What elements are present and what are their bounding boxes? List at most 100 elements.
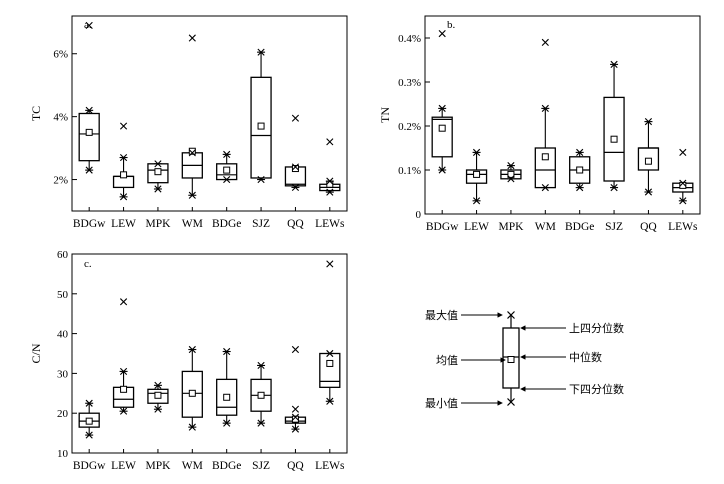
min-marker <box>188 423 196 431</box>
min-marker <box>679 197 687 205</box>
max-marker <box>154 381 162 389</box>
outlier-marker <box>438 30 446 38</box>
legend-key: 最大值 均值 最小值 上四分位数 中位数 下四分位数 <box>425 308 624 410</box>
outlier-marker <box>291 345 300 354</box>
x-tick-label: BDGw <box>73 460 106 472</box>
outlier-marker <box>119 122 128 130</box>
x-tick-label: MPK <box>145 218 171 230</box>
y-tick-label: 0.4% <box>398 33 421 45</box>
mean-marker <box>326 359 334 367</box>
legend-median-label: 中位数 <box>569 350 602 364</box>
min-marker <box>472 197 481 205</box>
y-tick-label: 0 <box>416 209 422 221</box>
outlier-marker <box>119 298 128 306</box>
y-axis-title: TN <box>378 107 392 123</box>
y-tick-label: 30 <box>57 368 69 380</box>
max-marker <box>291 413 300 421</box>
max-marker <box>223 347 231 356</box>
mean-marker <box>291 165 299 173</box>
legend-min-label: 最小值 <box>425 397 458 410</box>
legend-mean-label: 均值 <box>436 354 458 367</box>
max-marker <box>85 399 93 407</box>
x-tick-label: LEWs <box>315 460 345 472</box>
iqr-box <box>78 112 100 162</box>
x-tick-label: BDGw <box>73 218 106 230</box>
min-marker <box>291 425 300 433</box>
min-marker <box>576 184 584 192</box>
y-tick-label: 2% <box>53 175 68 187</box>
x-tick-label: SJZ <box>252 218 270 230</box>
max-marker <box>326 349 334 358</box>
panel-label: c. <box>84 258 92 270</box>
x-tick-label: LEWs <box>668 221 698 233</box>
outlier-marker <box>326 260 334 268</box>
outlier-marker <box>291 405 300 413</box>
min-marker <box>507 175 515 183</box>
min-marker <box>223 419 231 427</box>
outlier-marker <box>188 34 196 42</box>
x-tick-label: WM <box>182 460 203 472</box>
min-marker <box>610 184 618 192</box>
outlier-marker <box>326 138 334 146</box>
y-tick-label: 0.3% <box>398 77 421 89</box>
mean-marker <box>257 391 265 399</box>
max-marker <box>119 367 128 375</box>
mean-marker <box>644 157 652 165</box>
x-tick-label: BDGe <box>212 218 241 230</box>
max-marker <box>507 162 515 170</box>
mean-marker <box>188 147 196 155</box>
mean-marker <box>679 181 687 189</box>
y-axis-title: C/N <box>29 343 43 363</box>
min-marker <box>291 183 300 191</box>
min-marker <box>119 407 128 415</box>
max-marker <box>472 148 481 156</box>
iqr-box <box>431 116 453 158</box>
min-marker <box>85 431 93 439</box>
min-marker <box>154 405 162 413</box>
y-tick-label: 0.1% <box>398 165 421 177</box>
mean-marker <box>188 389 196 397</box>
x-tick-label: LEWs <box>315 218 345 230</box>
panel-c-cn: 10 20 30 40 50 60 C/N c. BDGw LEW MPK WM BDGe SJZ QQ LE… <box>29 249 348 472</box>
min-marker <box>154 185 162 193</box>
x-tick-label: SJZ <box>605 221 623 233</box>
mean-marker <box>541 153 549 161</box>
y-tick-label: 10 <box>57 448 69 460</box>
outlier-marker <box>679 148 687 156</box>
min-marker <box>119 193 128 201</box>
x-tick-label: WM <box>182 218 203 230</box>
min-marker <box>438 166 446 174</box>
max-marker <box>257 48 265 56</box>
y-tick-label: 50 <box>57 289 69 301</box>
x-tick-label: MPK <box>498 221 524 233</box>
max-marker <box>438 104 446 112</box>
max-marker <box>326 177 334 185</box>
max-marker <box>119 153 128 162</box>
mean-marker <box>291 415 299 423</box>
min-marker <box>223 175 231 184</box>
min-marker <box>188 191 196 199</box>
x-tick-label: MPK <box>145 460 171 472</box>
x-tick-label: QQ <box>287 460 304 472</box>
min-marker <box>326 397 334 405</box>
panel-label: b. <box>447 19 456 31</box>
mean-marker <box>85 128 93 136</box>
x-tick-label: BDGe <box>212 460 241 472</box>
y-tick-label: 4% <box>53 112 68 124</box>
legend-max-marker <box>507 311 515 319</box>
legend-min-marker <box>507 398 515 406</box>
mean-marker <box>223 166 231 174</box>
legend-upper-quartile-label: 上四分位数 <box>569 321 624 335</box>
min-marker <box>257 175 265 184</box>
legend-mean-marker <box>507 356 515 363</box>
x-tick-label: WM <box>535 221 556 233</box>
x-tick-label: QQ <box>287 218 304 230</box>
mean-marker <box>610 135 618 143</box>
plot-frame <box>71 15 348 212</box>
y-axis-title: TC <box>29 106 43 121</box>
outlier-marker <box>291 114 300 122</box>
max-marker <box>291 163 300 171</box>
min-marker <box>85 166 93 174</box>
iqr-box <box>319 352 341 388</box>
